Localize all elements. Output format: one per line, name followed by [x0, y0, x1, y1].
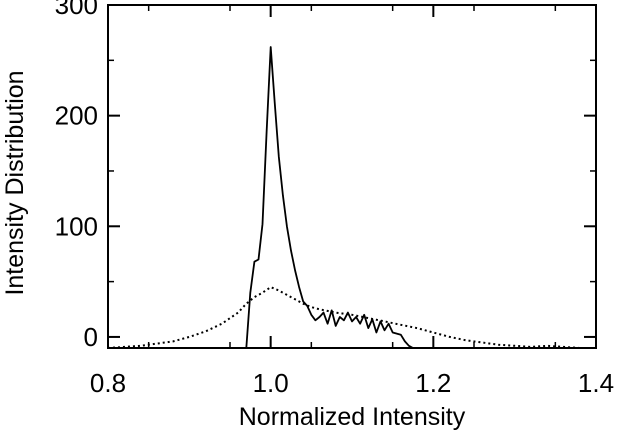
series-layer — [107, 46, 580, 349]
x-tick-label-3: 1.4 — [578, 368, 614, 398]
dotted-series-line — [107, 286, 580, 349]
x-axis-label: Normalized Intensity — [239, 403, 466, 431]
y-tick-label-0: 0 — [84, 322, 98, 352]
x-tick-label-2: 1.2 — [415, 368, 451, 398]
x-tick-label-1: 1.0 — [253, 368, 289, 398]
solid-series-line — [245, 46, 414, 349]
plot-frame — [107, 4, 597, 349]
axis-ticks — [107, 4, 597, 348]
x-tick-label-0: 0.8 — [90, 368, 126, 398]
y-tick-label-2: 200 — [55, 101, 98, 131]
y-tick-label-3: 300 — [55, 0, 98, 20]
y-tick-label-1: 100 — [55, 211, 98, 241]
tick-labels: 0.8 1.0 1.2 1.4 0 100 200 300 — [55, 0, 614, 398]
y-axis-label: Intensity Distribution — [1, 70, 29, 295]
